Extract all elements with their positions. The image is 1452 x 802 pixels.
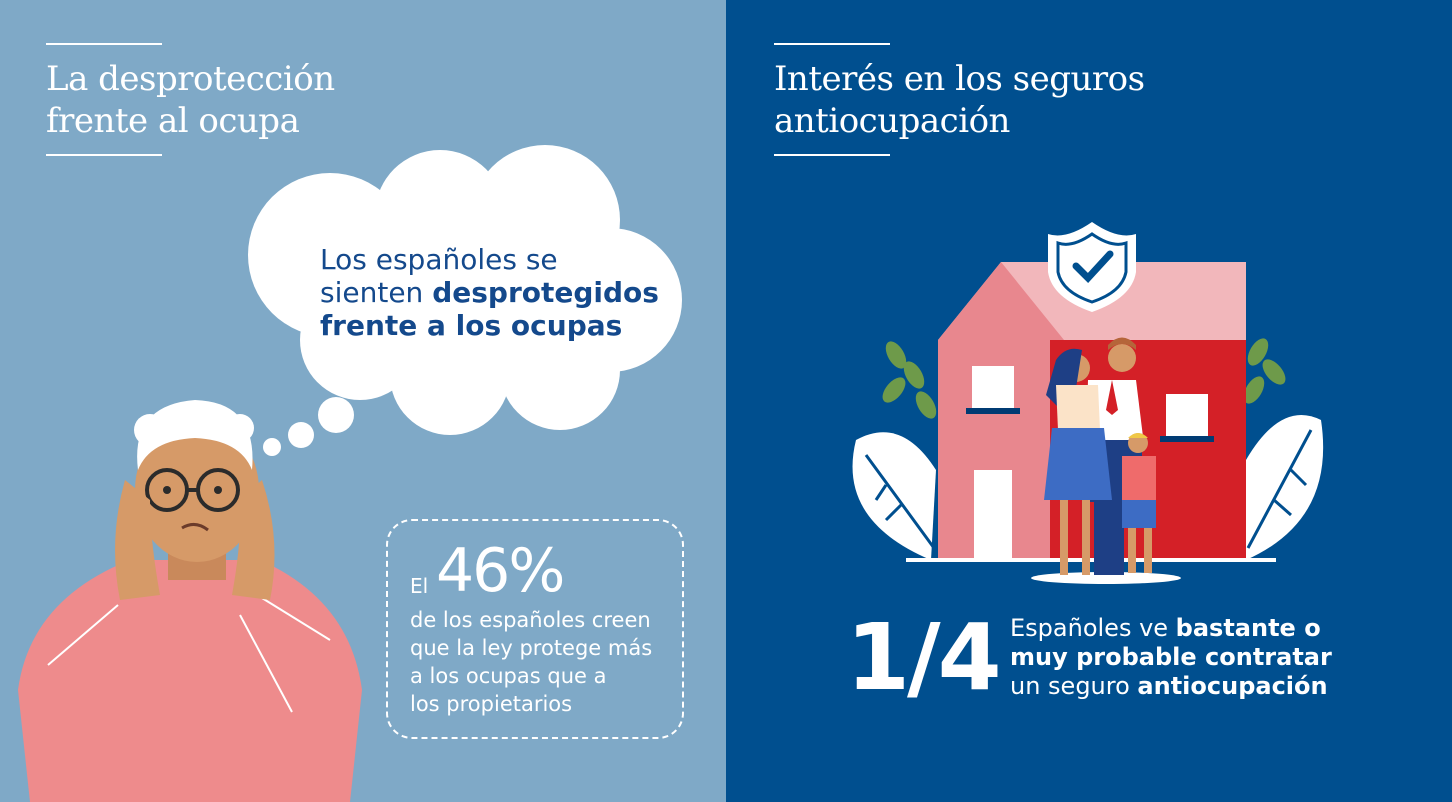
- fraction-value: 1/4: [846, 604, 1002, 711]
- cloud-line3-bold: frente a los ocupas: [320, 309, 623, 342]
- fraction-line3-bold: antiocupación: [1137, 672, 1328, 700]
- fraction-description: Españoles ve bastante o muy probable con…: [1010, 614, 1370, 701]
- fraction-line2-bold: muy probable contratar: [1010, 643, 1332, 671]
- title-divider-bottom: [46, 154, 162, 156]
- house-family-illustration: [852, 222, 1324, 584]
- worried-elderly-person-illustration: [18, 400, 362, 802]
- cloud-message: Los españoles se sienten desprotegidos f…: [320, 243, 700, 342]
- fraction-line2: muy probable contratar: [1010, 643, 1370, 672]
- left-panel: La desprotección frente al ocupa Los esp…: [0, 0, 726, 802]
- right-title-line2: antiocupación: [774, 101, 1010, 141]
- fraction-line1-plain: Españoles ve: [1010, 614, 1176, 642]
- cloud-line3: frente a los ocupas: [320, 309, 700, 342]
- cloud-line2-bold: desprotegidos: [432, 276, 659, 309]
- title-divider-bottom: [774, 154, 890, 156]
- stat-line: de los españoles creen: [410, 608, 651, 632]
- stat-line: los propietarios: [410, 692, 573, 716]
- title-divider-top: [46, 43, 162, 45]
- stat-prefix: El: [410, 574, 429, 598]
- cloud-line1: Los españoles se: [320, 243, 558, 276]
- fraction-line1-bold: bastante o: [1175, 614, 1321, 642]
- fraction-line3: un seguro antiocupación: [1010, 672, 1370, 701]
- fraction-line3-plain: un seguro: [1010, 672, 1138, 700]
- left-title-line2: frente al ocupa: [46, 101, 300, 141]
- right-title-line1: Interés en los seguros: [774, 59, 1145, 99]
- thought-cloud-illustration: [248, 145, 682, 456]
- leaf-icon: [882, 338, 1286, 419]
- shield-check-icon: [1048, 222, 1136, 312]
- cloud-line2: sienten desprotegidos: [320, 276, 700, 309]
- stat-line: que la ley protege más: [410, 636, 653, 660]
- cloud-line2-plain: sienten: [320, 276, 433, 309]
- fraction-line1: Españoles ve bastante o: [1010, 614, 1370, 643]
- stat-description: de los españoles creen que la ley proteg…: [410, 606, 690, 718]
- stat-value: 46%: [436, 536, 565, 606]
- stat-line: a los ocupas que a: [410, 664, 607, 688]
- left-title: La desprotección frente al ocupa: [46, 58, 335, 142]
- right-title: Interés en los seguros antiocupación: [774, 58, 1145, 142]
- title-divider-top: [774, 43, 890, 45]
- stat-box: [386, 519, 684, 739]
- left-title-line1: La desprotección: [46, 59, 335, 99]
- right-panel: Interés en los seguros antiocupación: [726, 0, 1452, 802]
